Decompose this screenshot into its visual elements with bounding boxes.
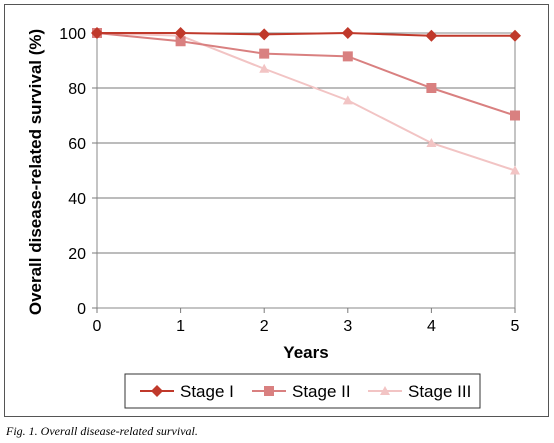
data-point-stage-ii-x2 — [259, 48, 270, 59]
data-point-stage-iii-x4 — [426, 138, 437, 147]
plot-area-border — [96, 32, 516, 309]
x-tick-label-4: 4 — [427, 318, 436, 335]
y-axis-ticks: 0 20 40 60 80 100 — [59, 26, 97, 318]
y-axis-title: Overall disease-related survival (%) — [26, 29, 45, 315]
legend: Stage I Stage II Stage III — [124, 373, 481, 409]
x-tick-label-1: 1 — [176, 318, 185, 335]
y-tick-label-60: 60 — [68, 136, 86, 153]
data-point-stage-i-x1 — [174, 27, 187, 39]
series-line-stage-ii — [96, 32, 516, 117]
y-tick-label-100: 100 — [59, 26, 86, 43]
legend-label-stage-i: Stage I — [180, 382, 234, 401]
gridlines — [97, 32, 515, 309]
data-point-stage-iii-x5 — [510, 165, 520, 175]
line-chart: 0 20 40 60 80 100 0 1 2 3 4 5 Years Overall diseas… — [26, 26, 521, 409]
y-tick-label-40: 40 — [68, 191, 86, 208]
x-axis-title: Years — [283, 343, 328, 362]
data-point-stage-iii-x3 — [342, 95, 353, 105]
legend-marker-stage-ii — [264, 386, 274, 396]
legend-box — [124, 373, 481, 409]
data-point-stage-i-x2 — [258, 28, 271, 41]
data-point-stage-ii-x5 — [510, 110, 520, 121]
legend-marker-stage-i — [151, 385, 163, 397]
data-point-stage-ii-x3 — [342, 51, 353, 62]
x-tick-label-3: 3 — [343, 318, 352, 335]
data-point-stage-i-x0 — [91, 27, 103, 39]
figure-caption: Fig. 1. Overall disease-related survival… — [6, 424, 198, 438]
x-tick-label-2: 2 — [260, 318, 269, 335]
x-axis-ticks: 0 1 2 3 4 5 — [93, 308, 520, 335]
legend-marker-stage-iii — [380, 386, 390, 395]
data-point-stage-i-x3 — [341, 27, 354, 39]
data-point-stage-iii-x2 — [259, 63, 270, 73]
y-tick-label-80: 80 — [68, 81, 86, 98]
x-tick-label-0: 0 — [93, 318, 102, 335]
data-point-stage-i-x4 — [425, 29, 438, 42]
y-tick-label-0: 0 — [77, 301, 86, 318]
legend-label-stage-ii: Stage II — [292, 382, 351, 401]
data-point-stage-ii-x4 — [426, 83, 437, 93]
data-point-stage-ii-x1 — [175, 36, 186, 47]
figure-frame — [4, 4, 549, 417]
series-lines — [91, 27, 521, 175]
x-tick-label-5: 5 — [511, 318, 520, 335]
data-point-stage-i-x5 — [509, 29, 521, 42]
series-line-stage-iii — [96, 32, 516, 172]
series-line-stage-i — [97, 31, 515, 37]
y-tick-label-20: 20 — [68, 246, 86, 263]
legend-label-stage-iii: Stage III — [408, 382, 471, 401]
